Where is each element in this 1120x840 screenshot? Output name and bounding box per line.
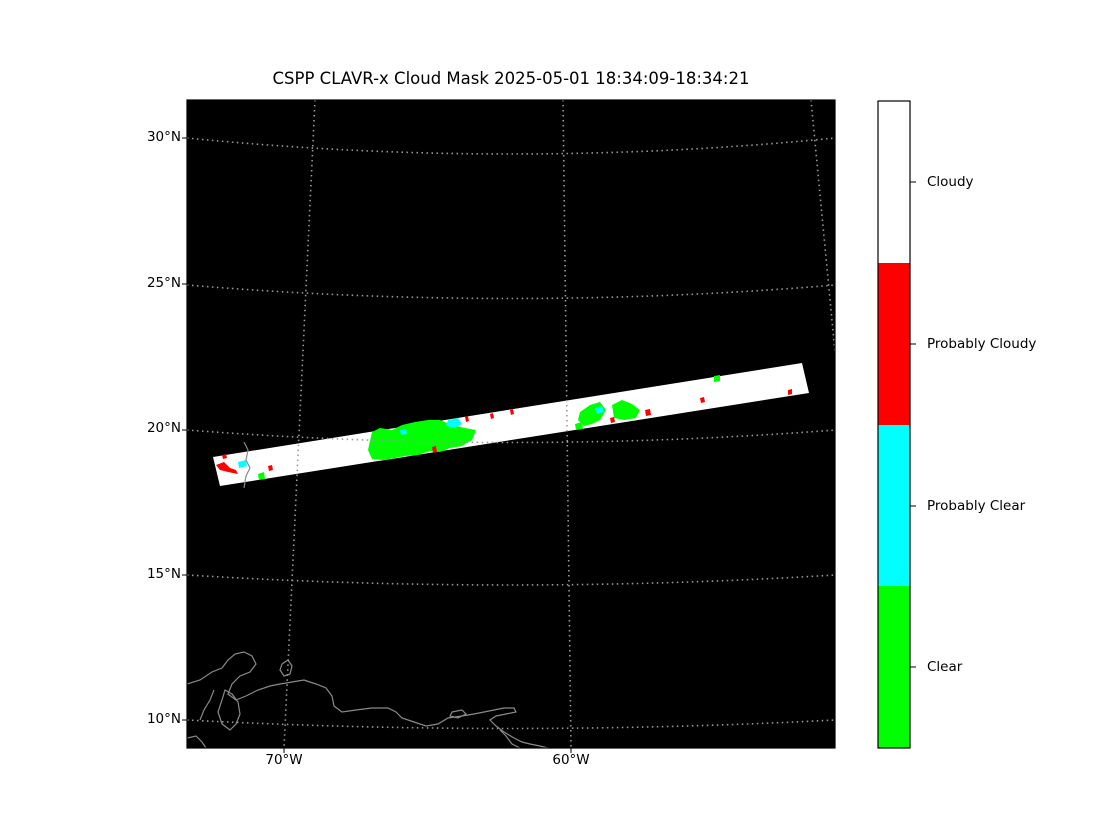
coastline-hispaniola xyxy=(243,441,251,489)
meridian-60w xyxy=(562,100,572,748)
lat-label-25n: 25°N xyxy=(146,275,181,291)
clear-patches xyxy=(258,375,720,480)
coastline-lake-maracaibo xyxy=(217,689,241,731)
parallel-10n xyxy=(187,719,835,730)
probably-cloudy-patches xyxy=(216,389,792,474)
swath-cloudy-area xyxy=(213,363,809,486)
colorbar-label-probably-clear: Probably Clear xyxy=(927,498,1026,514)
coastline-trinidad xyxy=(449,709,468,719)
lon-label-60w: 60°W xyxy=(552,752,590,768)
meridian-50w xyxy=(810,100,835,353)
colorbar-frame xyxy=(877,100,911,749)
coastline-east xyxy=(499,729,521,748)
coastlines xyxy=(187,441,549,748)
graticule xyxy=(187,100,835,748)
map-title: CSPP CLAVR-x Cloud Mask 2025-05-01 18:34… xyxy=(272,69,750,88)
lon-label-70w: 70°W xyxy=(265,752,303,768)
colorbar-label-probably-cloudy: Probably Cloudy xyxy=(927,336,1037,352)
coastline-gulf xyxy=(199,689,215,721)
lat-label-20n: 20°N xyxy=(146,420,181,436)
coastline-west xyxy=(187,735,207,748)
coastline-south-america xyxy=(187,651,549,748)
colorbar xyxy=(877,100,916,749)
lat-label-30n: 30°N xyxy=(146,129,181,145)
map-frame xyxy=(186,99,836,749)
colorbar-label-cloudy: Cloudy xyxy=(927,174,974,190)
lat-label-15n: 15°N xyxy=(146,566,181,582)
colorbar-segment-probably-cloudy xyxy=(878,263,910,425)
satellite-swath xyxy=(213,363,809,486)
lat-label-10n: 10°N xyxy=(146,711,181,727)
meridian-70w xyxy=(283,100,316,748)
colorbar-segment-probably-clear xyxy=(878,425,910,586)
colorbar-segment-cloudy xyxy=(878,101,910,263)
colorbar-segment-clear xyxy=(878,586,910,748)
colorbar-label-clear: Clear xyxy=(927,659,963,675)
probably-clear-patches xyxy=(238,406,604,468)
